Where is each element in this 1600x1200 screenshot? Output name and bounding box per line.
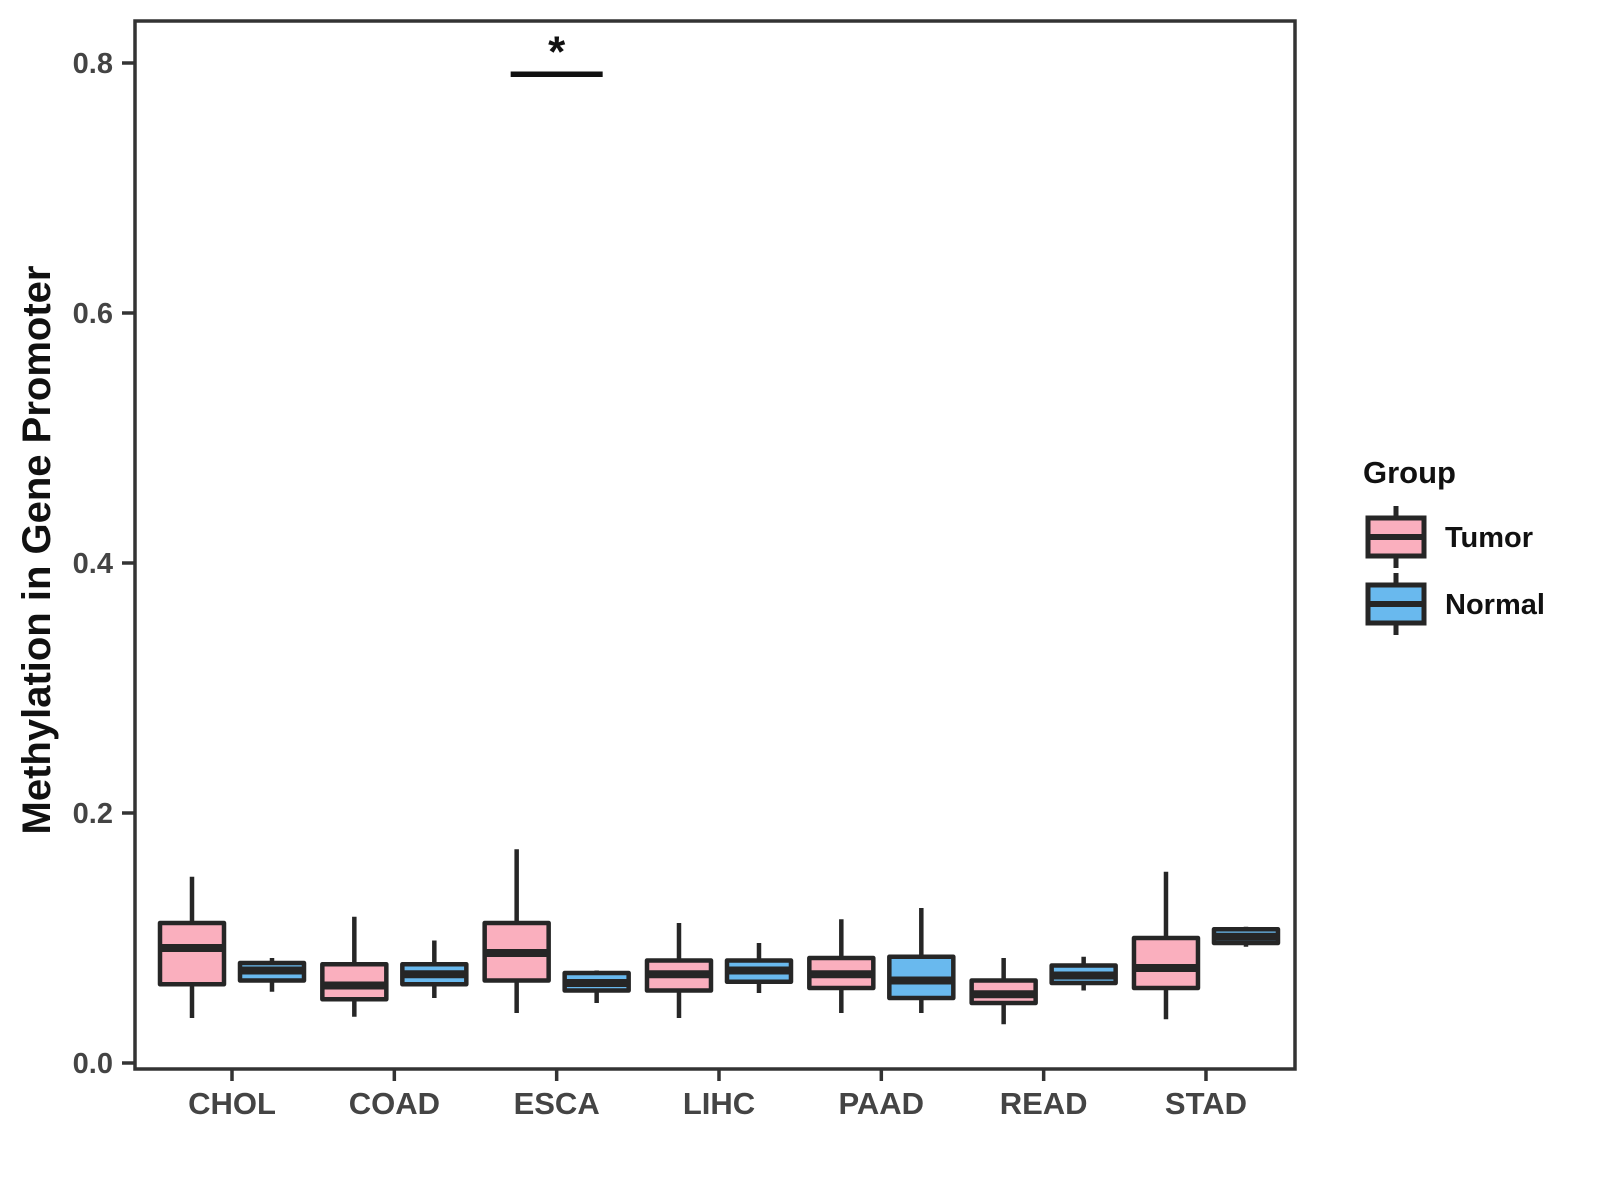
legend-label-tumor: Tumor [1445,522,1533,554]
legend-key-normal: Normal [1365,573,1545,635]
legend: Group Tumor Normal [1363,455,1545,635]
y-axis-tick-label: 0.6 [73,298,113,330]
significance-star: * [548,27,566,76]
legend-label-normal: Normal [1445,589,1545,621]
x-axis-tick-label-esca: ESCA [514,1086,600,1121]
y-axis-tick-label: 0.2 [73,798,113,830]
y-axis-title: Methylation in Gene Promoter [15,266,59,835]
x-axis-tick-label-lihc: LIHC [683,1086,755,1121]
y-axis-tick-label: 0.4 [73,548,113,580]
x-axis-tick-label-stad: STAD [1165,1086,1247,1121]
x-axis-tick-label-read: READ [1000,1086,1088,1121]
box-chol-tumor [157,920,227,987]
legend-title: Group [1363,455,1456,490]
y-axis-tick-label: 0.0 [73,1048,113,1080]
x-axis-tick-label-paad: PAAD [839,1086,925,1121]
y-axis-tick-label: 0.8 [73,48,113,80]
x-axis-tick-label-coad: COAD [349,1086,440,1121]
x-axis-tick-label-chol: CHOL [188,1086,276,1121]
panel-border [133,19,1297,1071]
plot-area: 0.0 0.2 0.4 0.6 0.8 CHOL COAD ESCA LIHC PAAD READ S… [73,19,1297,1121]
legend-key-tumor: Tumor [1365,506,1533,568]
box-stad-tumor [1131,935,1201,991]
